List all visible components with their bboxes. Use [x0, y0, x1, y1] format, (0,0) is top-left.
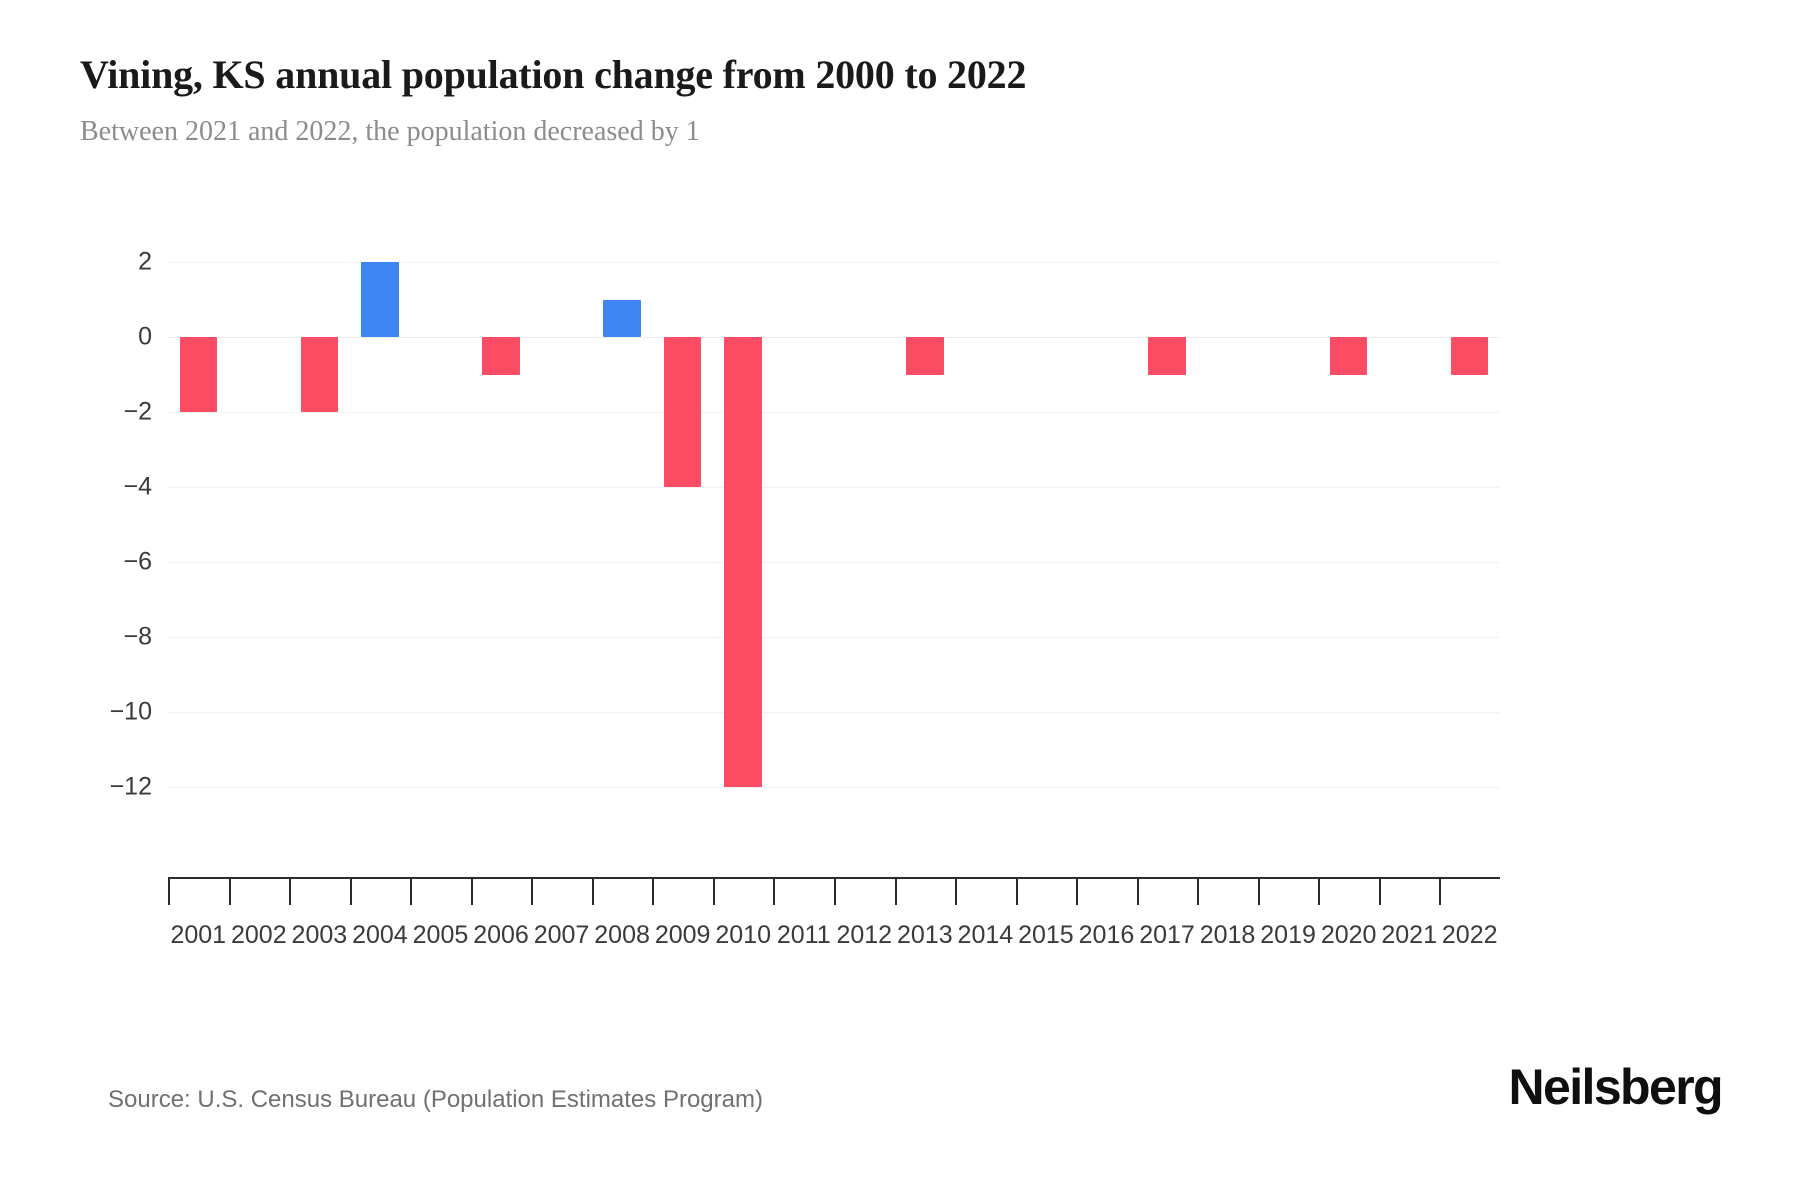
- x-axis-tick: [1378, 879, 1381, 905]
- bar-2010[interactable]: [724, 337, 762, 787]
- y-axis-tick-label: 2: [138, 247, 152, 276]
- bar-2008[interactable]: [603, 299, 641, 337]
- brand-logo: Neilsberg: [1508, 1059, 1724, 1115]
- x-axis-tick-label-2020: 2020: [1320, 921, 1377, 949]
- x-axis-tick-label-2011: 2011: [776, 921, 831, 949]
- x-axis-tick-label-2017: 2017: [1139, 921, 1195, 949]
- x-axis-tick-label-2014: 2014: [957, 921, 1014, 949]
- x-axis-tick: [1257, 879, 1260, 905]
- y-axis-tick-label: −12: [109, 772, 152, 801]
- bar-2001[interactable]: [179, 337, 218, 412]
- x-axis-tick-label-2006: 2006: [473, 921, 529, 949]
- page-title: Vining, KS annual population change from…: [80, 52, 1027, 97]
- gridline: [168, 487, 1500, 488]
- bar-2013[interactable]: [906, 337, 944, 375]
- chart-subtitle: Between 2021 and 2022, the population de…: [80, 116, 700, 147]
- x-axis-tick: [410, 879, 413, 905]
- x-axis-tick: [228, 879, 231, 905]
- bar-2020[interactable]: [1329, 337, 1368, 375]
- x-axis-tick-label-2013: 2013: [897, 921, 953, 949]
- x-axis-tick: [289, 879, 292, 905]
- y-axis-tick-label: −4: [123, 472, 152, 501]
- x-axis-tick-label-2005: 2005: [412, 921, 469, 949]
- y-axis-tick-label: 0: [138, 322, 152, 351]
- x-axis-tick-label-2015: 2015: [1018, 921, 1074, 949]
- x-axis-tick: [168, 879, 170, 905]
- y-axis-tick-label: −10: [109, 697, 152, 726]
- x-axis-tick: [1136, 879, 1139, 905]
- zero-baseline: [168, 337, 1500, 338]
- x-axis-tick: [712, 879, 715, 905]
- y-axis-tick-label: −6: [123, 547, 152, 576]
- x-axis-tick-label-2007: 2007: [533, 921, 590, 949]
- x-axis-tick: [1076, 879, 1079, 905]
- x-axis-tick: [470, 879, 473, 905]
- x-axis-tick: [531, 879, 534, 905]
- x-axis-tick-label-2001: 2001: [170, 921, 227, 949]
- bar-2017[interactable]: [1148, 337, 1186, 375]
- x-axis-tick-label-2003: 2003: [291, 921, 348, 949]
- bar-2003[interactable]: [300, 337, 339, 412]
- source-note: Source: U.S. Census Bureau (Population E…: [108, 1086, 763, 1113]
- y-axis-tick-label: −2: [123, 397, 152, 426]
- x-axis-tick-label-2021: 2021: [1381, 921, 1437, 949]
- x-axis-tick-label-2008: 2008: [594, 921, 650, 949]
- x-axis-tick: [1015, 879, 1018, 905]
- x-axis-tick: [349, 879, 352, 905]
- gridline: [168, 262, 1500, 263]
- x-axis-tick: [894, 879, 897, 905]
- bar-2006[interactable]: [482, 337, 520, 375]
- gridline: [168, 787, 1500, 788]
- x-axis-tick: [1318, 879, 1321, 905]
- gridline: [168, 562, 1500, 563]
- x-axis-tick: [834, 879, 836, 905]
- bar-2022[interactable]: [1450, 337, 1489, 375]
- x-axis-tick-label-2012: 2012: [836, 921, 893, 949]
- x-axis-tick-label-2022: 2022: [1441, 921, 1498, 949]
- x-axis-tick-label-2009: 2009: [654, 921, 711, 949]
- x-axis-tick-label-2004: 2004: [352, 921, 408, 949]
- x-axis-tick-label-2019: 2019: [1260, 921, 1316, 949]
- chart-header: Vining, KS annual population change from…: [80, 52, 1720, 149]
- bar-2004[interactable]: [361, 262, 399, 337]
- bars-group: [168, 0, 1500, 1200]
- gridline: [168, 412, 1500, 413]
- gridline: [168, 637, 1500, 638]
- bar-2009[interactable]: [663, 337, 702, 487]
- x-axis-tick: [955, 879, 958, 905]
- x-axis-tick: [773, 879, 776, 905]
- x-axis-tick-label-2002: 2002: [231, 921, 287, 949]
- x-axis-tick-label-2016: 2016: [1078, 921, 1135, 949]
- x-axis-tick-label-2018: 2018: [1199, 921, 1256, 949]
- x-axis-line: [168, 877, 1500, 879]
- gridline: [168, 712, 1500, 713]
- x-axis-tick: [591, 879, 594, 905]
- x-axis-tick: [1197, 879, 1200, 905]
- y-axis-tick-label: −8: [123, 622, 152, 651]
- x-axis-tick: [652, 879, 655, 905]
- x-axis-tick-label-2010: 2010: [715, 921, 771, 949]
- x-axis-tick: [1439, 879, 1442, 905]
